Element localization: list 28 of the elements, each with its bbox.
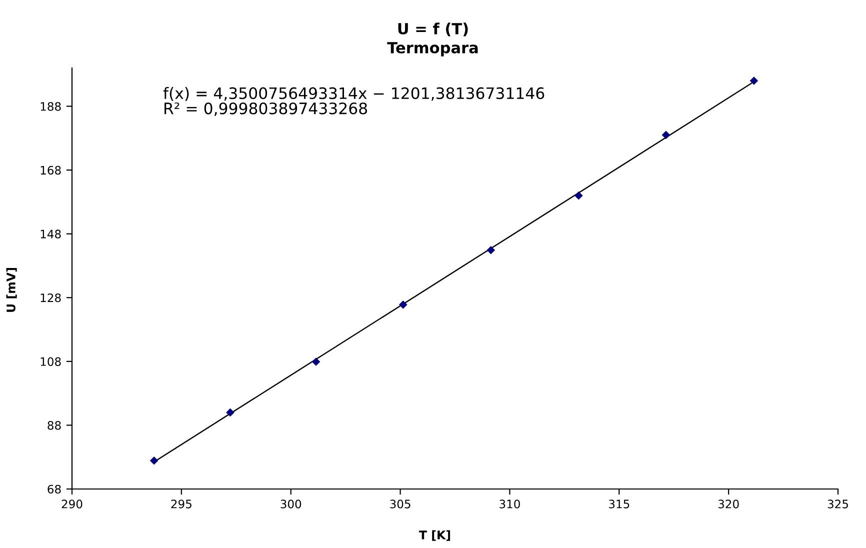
annotation: f(x) = 4,3500756493314x − 1201,38136731146 R² = 0,999803897433268 xyxy=(163,87,544,116)
x-tick-label: 315 xyxy=(609,500,630,508)
point xyxy=(574,191,583,200)
x-tick-label: 300 xyxy=(280,500,302,508)
y-tick-label: 128 xyxy=(40,293,61,302)
y-tick-label: 168 xyxy=(40,166,61,175)
y-tick-label: 88 xyxy=(48,421,61,430)
point xyxy=(226,408,234,417)
point xyxy=(486,246,496,254)
chart-title: U = f (T) xyxy=(398,22,468,36)
point xyxy=(662,130,670,140)
y-tick-label: 148 xyxy=(40,230,61,238)
y-tick-label: 68 xyxy=(48,484,61,494)
x-tick-label: 305 xyxy=(390,500,410,508)
point xyxy=(398,300,408,309)
y-axis-title: U [mV] xyxy=(6,268,17,312)
y-tick-label: 108 xyxy=(40,357,61,366)
x-tick-label: 325 xyxy=(828,500,848,508)
x-tick-label: 320 xyxy=(718,500,739,508)
x-tick-label: 290 xyxy=(62,500,82,508)
y-tick-label: 188 xyxy=(40,102,61,111)
point xyxy=(150,456,158,465)
x-axis-title: T [K] xyxy=(419,530,450,541)
x-tick-label: 310 xyxy=(500,500,520,508)
chart-subtitle: Termopara xyxy=(387,42,478,56)
point xyxy=(750,76,758,85)
x-tick-label: 295 xyxy=(171,500,192,508)
point xyxy=(312,358,320,366)
